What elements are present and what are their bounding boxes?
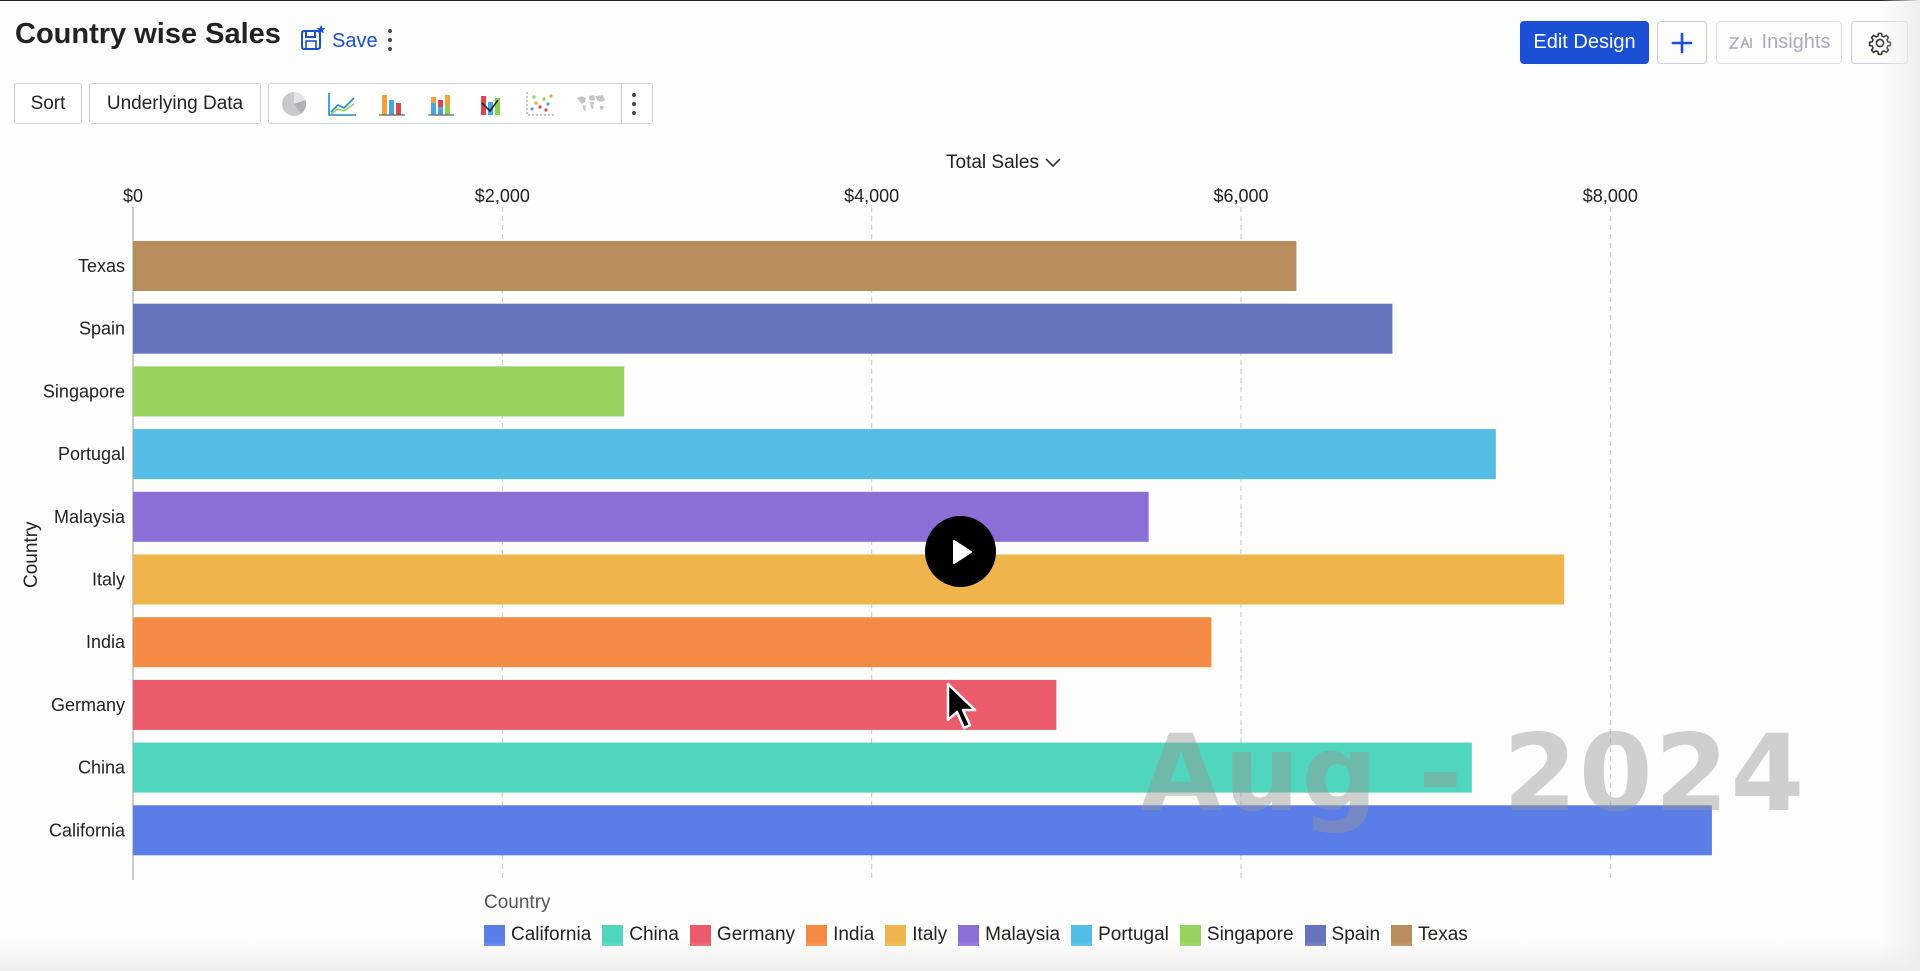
line-chart-icon[interactable] — [327, 91, 357, 117]
underlying-data-button[interactable]: Underlying Data — [89, 83, 261, 124]
legend-item-malaysia[interactable]: Malaysia — [958, 924, 1060, 946]
bar-italy[interactable] — [133, 554, 1565, 605]
waterfall-chart-icon[interactable] — [476, 91, 506, 117]
metric-label: Total Sales — [946, 152, 1039, 173]
legend-swatch — [958, 924, 980, 946]
bar-spain[interactable] — [133, 303, 1393, 354]
more-options-icon[interactable] — [386, 29, 394, 51]
save-icon — [300, 24, 326, 58]
metric-selector[interactable]: Total Sales — [946, 152, 1061, 174]
chevron-down-icon — [1045, 158, 1061, 168]
legend-item-germany[interactable]: Germany — [689, 924, 796, 946]
legend-swatch — [484, 924, 505, 946]
legend-item-china[interactable]: China — [602, 924, 679, 946]
legend-label: Germany — [716, 924, 796, 945]
bar-malaysia[interactable] — [133, 491, 1149, 542]
legend-label: India — [833, 924, 875, 945]
toolbar-divider — [621, 84, 622, 123]
legend-item-california[interactable]: California — [484, 924, 591, 946]
period-watermark: Aug - 2024 — [1140, 712, 1807, 835]
bar-india[interactable] — [133, 617, 1212, 668]
map-chart-icon[interactable] — [575, 91, 605, 117]
stacked-bar-icon[interactable] — [426, 91, 456, 117]
bar-texas[interactable] — [133, 241, 1297, 291]
legend-swatch — [602, 924, 624, 946]
chart-legend: California China Germany India Italy Malaysia… — [484, 924, 1479, 946]
legend-item-texas[interactable]: Texas — [1391, 924, 1468, 946]
legend-label: China — [629, 924, 679, 945]
legend-item-spain[interactable]: Spain — [1304, 924, 1381, 946]
legend-item-italy[interactable]: Italy — [885, 924, 947, 946]
zia-icon — [1727, 35, 1752, 49]
bar-portugal[interactable] — [133, 429, 1496, 480]
x-tick-label: $0 — [123, 186, 143, 206]
play-button[interactable] — [925, 516, 996, 587]
y-tick-label: Portugal — [58, 444, 125, 464]
y-axis-label: Country — [21, 521, 42, 588]
legend-item-portugal[interactable]: Portugal — [1071, 924, 1169, 946]
legend-swatch — [1179, 924, 1201, 946]
legend-swatch — [1391, 924, 1413, 946]
insights-button[interactable]: Insights — [1716, 21, 1842, 64]
y-tick-label: Italy — [92, 570, 125, 590]
insights-label: Insights — [1761, 31, 1831, 53]
legend-swatch — [689, 924, 711, 946]
legend-label: Italy — [912, 924, 948, 945]
y-tick-label: India — [86, 632, 126, 652]
mouse-cursor-icon — [946, 682, 977, 730]
y-tick-label: Singapore — [43, 381, 125, 401]
chart-type-toolbar — [268, 83, 653, 124]
bar-chart-icon[interactable] — [377, 91, 407, 117]
bar-california[interactable] — [133, 805, 1712, 856]
legend-label: Malaysia — [985, 924, 1061, 945]
legend-label: Texas — [1418, 924, 1468, 945]
save-label: Save — [332, 29, 378, 52]
x-tick-label: $2,000 — [475, 186, 530, 206]
frame-shadow-right — [1880, 0, 1920, 971]
legend-swatch — [806, 924, 828, 946]
legend-label: Spain — [1331, 924, 1381, 945]
y-tick-label: California — [49, 820, 126, 840]
frame-shadow-bottom — [0, 941, 1920, 971]
y-tick-label: China — [78, 758, 126, 778]
legend-swatch — [1304, 924, 1326, 946]
y-tick-label: Texas — [78, 256, 125, 276]
legend-label: California — [511, 924, 592, 945]
bar-singapore[interactable] — [133, 366, 625, 417]
y-tick-label: Germany — [51, 695, 125, 715]
more-chart-types-icon[interactable] — [630, 93, 638, 115]
legend-item-india[interactable]: India — [806, 924, 874, 946]
plus-icon — [1671, 32, 1693, 53]
x-tick-label: $6,000 — [1213, 186, 1268, 206]
legend-swatch — [1071, 924, 1093, 946]
sort-button[interactable]: Sort — [14, 83, 82, 124]
scatter-chart-icon[interactable] — [525, 91, 555, 117]
y-tick-label: Spain — [79, 319, 125, 339]
legend-label: Portugal — [1098, 924, 1169, 945]
legend-label: Singapore — [1206, 924, 1294, 945]
pie-chart-icon[interactable] — [279, 91, 309, 117]
add-button[interactable] — [1657, 21, 1707, 64]
bar-germany[interactable] — [133, 679, 1057, 730]
report-title: Country wise Sales — [15, 18, 281, 50]
legend-swatch — [885, 924, 907, 946]
bar-china[interactable] — [133, 742, 1472, 793]
play-icon — [952, 539, 972, 564]
save-button[interactable]: Save — [300, 24, 378, 58]
legend-item-singapore[interactable]: Singapore — [1179, 924, 1294, 946]
legend-title: Country — [484, 892, 551, 913]
edit-design-button[interactable]: Edit Design — [1520, 21, 1649, 64]
x-tick-label: $8,000 — [1583, 186, 1638, 206]
y-tick-label: Malaysia — [54, 507, 126, 527]
x-tick-label: $4,000 — [844, 186, 899, 206]
